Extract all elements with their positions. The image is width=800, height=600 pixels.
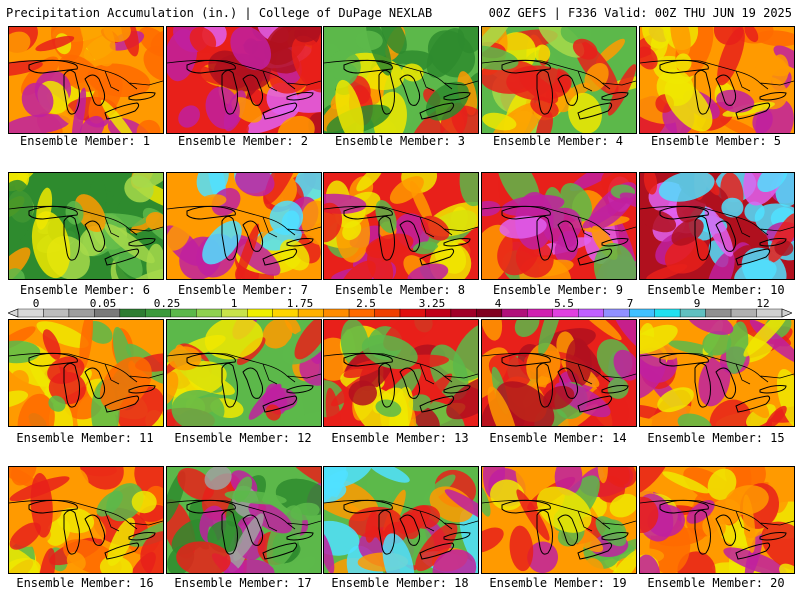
colorbar-swatch bbox=[399, 308, 426, 318]
colorbar-swatch bbox=[425, 308, 452, 318]
ensemble-map-panel bbox=[639, 26, 795, 134]
ensemble-map-panel bbox=[481, 466, 637, 574]
colorbar-swatch bbox=[297, 308, 324, 318]
ensemble-member-label: Ensemble Member: 15 bbox=[647, 431, 785, 445]
ensemble-map-panel bbox=[323, 172, 479, 280]
ensemble-member-label: Ensemble Member: 8 bbox=[334, 283, 466, 297]
ensemble-member-label: Ensemble Member: 4 bbox=[492, 134, 624, 148]
colorbar-swatch bbox=[629, 308, 655, 318]
colorbar-swatch bbox=[679, 308, 706, 318]
colorbar-swatch bbox=[654, 308, 681, 318]
ensemble-map-panel bbox=[8, 26, 164, 134]
colorbar-swatch bbox=[501, 308, 528, 318]
colorbar-tick-label: 5.5 bbox=[554, 297, 574, 310]
ensemble-member-label: Ensemble Member: 16 bbox=[16, 576, 154, 590]
ensemble-member-label: Ensemble Member: 5 bbox=[650, 134, 782, 148]
colorbar-swatch bbox=[552, 308, 579, 318]
colorbar-swatch bbox=[17, 308, 44, 318]
run-valid-time: 00Z GEFS | F336 Valid: 00Z THU JUN 19 20… bbox=[488, 6, 792, 20]
colorbar-swatch bbox=[705, 308, 732, 318]
colorbar-tick-label: 4 bbox=[494, 297, 502, 310]
colorbar-swatch bbox=[119, 308, 146, 318]
colorbar-tick-label: 2.5 bbox=[356, 297, 376, 310]
ensemble-map-panel bbox=[481, 26, 637, 134]
colorbar-swatch bbox=[730, 308, 757, 318]
colorbar bbox=[8, 308, 792, 318]
colorbar-swatch bbox=[374, 308, 401, 318]
colorbar-swatch bbox=[450, 308, 477, 318]
colorbar-tick-label: 1 bbox=[230, 297, 238, 310]
colorbar-tick-label: 0 bbox=[32, 297, 40, 310]
ensemble-member-label: Ensemble Member: 17 bbox=[174, 576, 312, 590]
colorbar-tick-label: 0.25 bbox=[153, 297, 181, 310]
colorbar-tick-label: 12 bbox=[756, 297, 770, 310]
ensemble-map-panel bbox=[323, 466, 479, 574]
ensemble-member-label: Ensemble Member: 1 bbox=[19, 134, 151, 148]
colorbar-tick-label: 7 bbox=[626, 297, 634, 310]
ensemble-map-panel bbox=[323, 26, 479, 134]
colorbar-tick-label: 3.25 bbox=[418, 297, 446, 310]
ensemble-member-label: Ensemble Member: 19 bbox=[489, 576, 627, 590]
colorbar-swatch bbox=[246, 308, 273, 318]
ensemble-map-panel bbox=[166, 172, 322, 280]
colorbar-swatch bbox=[170, 308, 197, 318]
colorbar-swatch bbox=[756, 308, 783, 318]
colorbar-swatch bbox=[578, 308, 604, 318]
ensemble-member-label: Ensemble Member: 20 bbox=[647, 576, 785, 590]
colorbar-swatch bbox=[94, 308, 121, 318]
ensemble-member-label: Ensemble Member: 13 bbox=[331, 431, 469, 445]
ensemble-map-panel bbox=[481, 172, 637, 280]
ensemble-member-label: Ensemble Member: 14 bbox=[489, 431, 627, 445]
colorbar-swatch bbox=[68, 308, 95, 318]
ensemble-member-label: Ensemble Member: 6 bbox=[19, 283, 151, 297]
ensemble-member-label: Ensemble Member: 7 bbox=[177, 283, 309, 297]
colorbar-swatch bbox=[348, 308, 375, 318]
ensemble-member-label: Ensemble Member: 2 bbox=[177, 134, 309, 148]
colorbar-left-arrow bbox=[8, 308, 19, 318]
colorbar-swatch bbox=[527, 308, 554, 318]
colorbar-swatch bbox=[323, 308, 350, 318]
colorbar-swatch bbox=[272, 308, 299, 318]
page-title: Precipitation Accumulation (in.) | Colle… bbox=[6, 6, 433, 20]
colorbar-swatch bbox=[196, 308, 222, 318]
colorbar-tick-label: 9 bbox=[693, 297, 701, 310]
colorbar-swatch bbox=[603, 308, 630, 318]
ensemble-member-label: Ensemble Member: 3 bbox=[334, 134, 466, 148]
ensemble-map-panel bbox=[166, 26, 322, 134]
ensemble-member-label: Ensemble Member: 11 bbox=[16, 431, 154, 445]
ensemble-map-panel bbox=[8, 466, 164, 574]
ensemble-map-panel bbox=[166, 319, 322, 427]
ensemble-map-panel bbox=[639, 466, 795, 574]
ensemble-map-panel bbox=[8, 172, 164, 280]
ensemble-map-panel bbox=[166, 466, 322, 574]
ensemble-map-panel bbox=[481, 319, 637, 427]
ensemble-map-panel bbox=[639, 319, 795, 427]
colorbar-swatch bbox=[145, 308, 172, 318]
ensemble-member-label: Ensemble Member: 12 bbox=[174, 431, 312, 445]
colorbar-right-arrow bbox=[781, 308, 792, 318]
ensemble-map-panel bbox=[639, 172, 795, 280]
colorbar-tick-label: 0.05 bbox=[89, 297, 117, 310]
colorbar-tick-label: 1.75 bbox=[286, 297, 314, 310]
ensemble-member-label: Ensemble Member: 9 bbox=[492, 283, 624, 297]
colorbar-swatch bbox=[476, 308, 503, 318]
colorbar-swatch bbox=[43, 308, 70, 318]
colorbar-swatch bbox=[221, 308, 248, 318]
ensemble-map-panel bbox=[323, 319, 479, 427]
ensemble-member-label: Ensemble Member: 18 bbox=[331, 576, 469, 590]
ensemble-map-panel bbox=[8, 319, 164, 427]
ensemble-member-label: Ensemble Member: 10 bbox=[647, 283, 785, 297]
